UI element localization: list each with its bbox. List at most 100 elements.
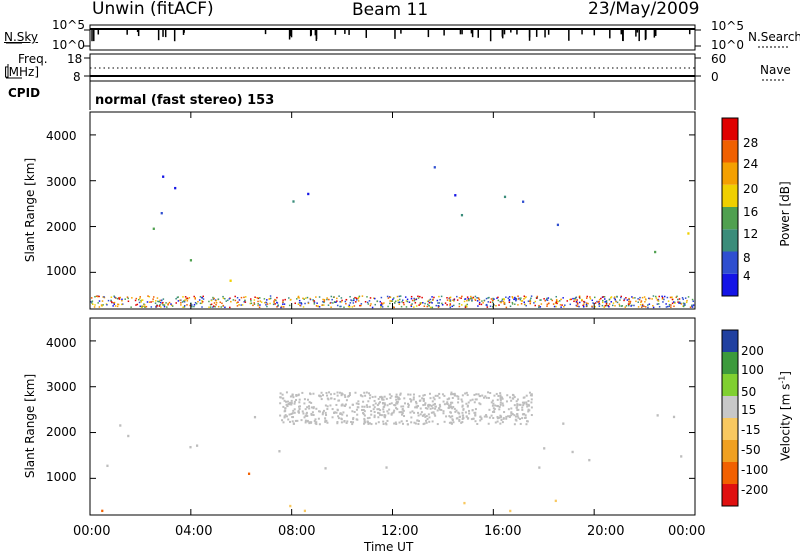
velocity-cell xyxy=(382,398,385,401)
velocity-cell xyxy=(340,394,343,397)
velocity-cell xyxy=(308,401,311,404)
velocity-cell xyxy=(451,418,454,421)
power-noise xyxy=(145,305,148,308)
power-noise xyxy=(677,301,679,303)
power-noise xyxy=(162,304,164,306)
power-noise xyxy=(191,304,193,306)
power-noise xyxy=(678,302,680,304)
power-noise xyxy=(389,302,391,305)
power-noise xyxy=(486,304,488,307)
power-noise xyxy=(671,296,673,298)
power-noise xyxy=(265,301,267,304)
power-noise xyxy=(573,297,576,300)
power-noise xyxy=(453,299,455,301)
velocity-cell xyxy=(527,400,530,403)
power-noise xyxy=(574,297,577,299)
velocity-cell xyxy=(368,422,371,425)
power-noise xyxy=(101,300,104,302)
power-noise xyxy=(493,304,495,306)
power-noise xyxy=(118,297,120,299)
velocity-cell xyxy=(292,422,295,425)
power-noise xyxy=(186,304,188,306)
power-noise xyxy=(135,297,138,300)
power-noise xyxy=(489,301,492,303)
power-cbar-tick: 24 xyxy=(743,157,759,171)
power-noise xyxy=(186,300,189,302)
power-noise xyxy=(323,300,326,302)
velocity-cell xyxy=(106,464,109,468)
velocity-cell xyxy=(291,394,294,397)
power-noise xyxy=(514,303,516,305)
velocity-cell xyxy=(516,404,519,407)
velocity-cell xyxy=(382,420,385,423)
velocity-cell xyxy=(490,401,493,404)
power-colorbar xyxy=(721,117,739,297)
power-noise xyxy=(639,303,642,306)
power-noise xyxy=(366,296,368,298)
power-noise xyxy=(466,299,468,302)
velocity-cell xyxy=(391,412,394,415)
velocity-cell xyxy=(465,391,468,394)
velocity-cell xyxy=(428,392,431,395)
power-noise xyxy=(302,297,304,300)
velocity-cell xyxy=(353,410,356,413)
velocity-cell xyxy=(344,403,347,406)
velocity-cell xyxy=(458,420,461,423)
velocity-cell xyxy=(487,396,490,399)
velocity-cell xyxy=(450,391,453,394)
power-noise xyxy=(183,301,186,303)
power-noise xyxy=(297,295,300,298)
power-noise xyxy=(499,300,502,303)
power-cell xyxy=(503,195,507,199)
velocity-cell xyxy=(432,396,435,399)
velocity-cell xyxy=(324,404,327,407)
power-noise xyxy=(134,299,137,302)
power-noise xyxy=(376,300,379,302)
power-noise xyxy=(680,303,683,305)
power-noise xyxy=(91,302,93,304)
power-noise xyxy=(282,303,284,305)
velocity-cell xyxy=(426,407,429,410)
velocity-colorbar-segment xyxy=(722,418,738,440)
power-noise xyxy=(410,304,412,306)
velocity-cell xyxy=(365,404,368,407)
power-noise xyxy=(641,304,644,307)
power-noise xyxy=(380,305,383,307)
velocity-cell xyxy=(401,412,404,415)
power-noise xyxy=(670,304,672,306)
power-noise xyxy=(349,302,352,304)
power-noise xyxy=(456,295,458,298)
power-noise xyxy=(540,303,543,305)
power-noise xyxy=(598,298,601,301)
power-noise xyxy=(496,297,498,299)
power-noise xyxy=(637,298,639,300)
power-noise xyxy=(441,303,444,306)
velocity-cell xyxy=(346,420,349,423)
power-noise xyxy=(228,298,231,300)
power-noise xyxy=(124,298,126,300)
velocity-cell xyxy=(386,410,389,413)
power-noise xyxy=(415,298,418,301)
power-noise xyxy=(686,299,688,302)
velocity-cell xyxy=(499,399,502,402)
power-noise xyxy=(401,299,404,302)
velocity-cell xyxy=(442,412,445,415)
velocity-cell xyxy=(323,409,326,412)
velocity-cell xyxy=(253,415,257,419)
power-noise xyxy=(555,305,557,308)
power-noise xyxy=(614,298,616,301)
power-noise xyxy=(426,305,429,308)
power-noise xyxy=(414,302,417,304)
velocity-cell xyxy=(448,405,451,408)
velocity-cell xyxy=(312,407,315,410)
velocity-cell xyxy=(474,408,477,411)
velocity-cell xyxy=(297,411,300,414)
power-noise xyxy=(353,305,356,307)
power-noise xyxy=(428,302,431,304)
velocity-cell xyxy=(430,405,433,408)
power-noise xyxy=(117,303,120,306)
power-cell xyxy=(433,166,436,169)
velocity-cell xyxy=(407,404,410,407)
station-title: Unwin (fitACF) xyxy=(92,0,214,19)
velocity-cell xyxy=(362,412,365,415)
